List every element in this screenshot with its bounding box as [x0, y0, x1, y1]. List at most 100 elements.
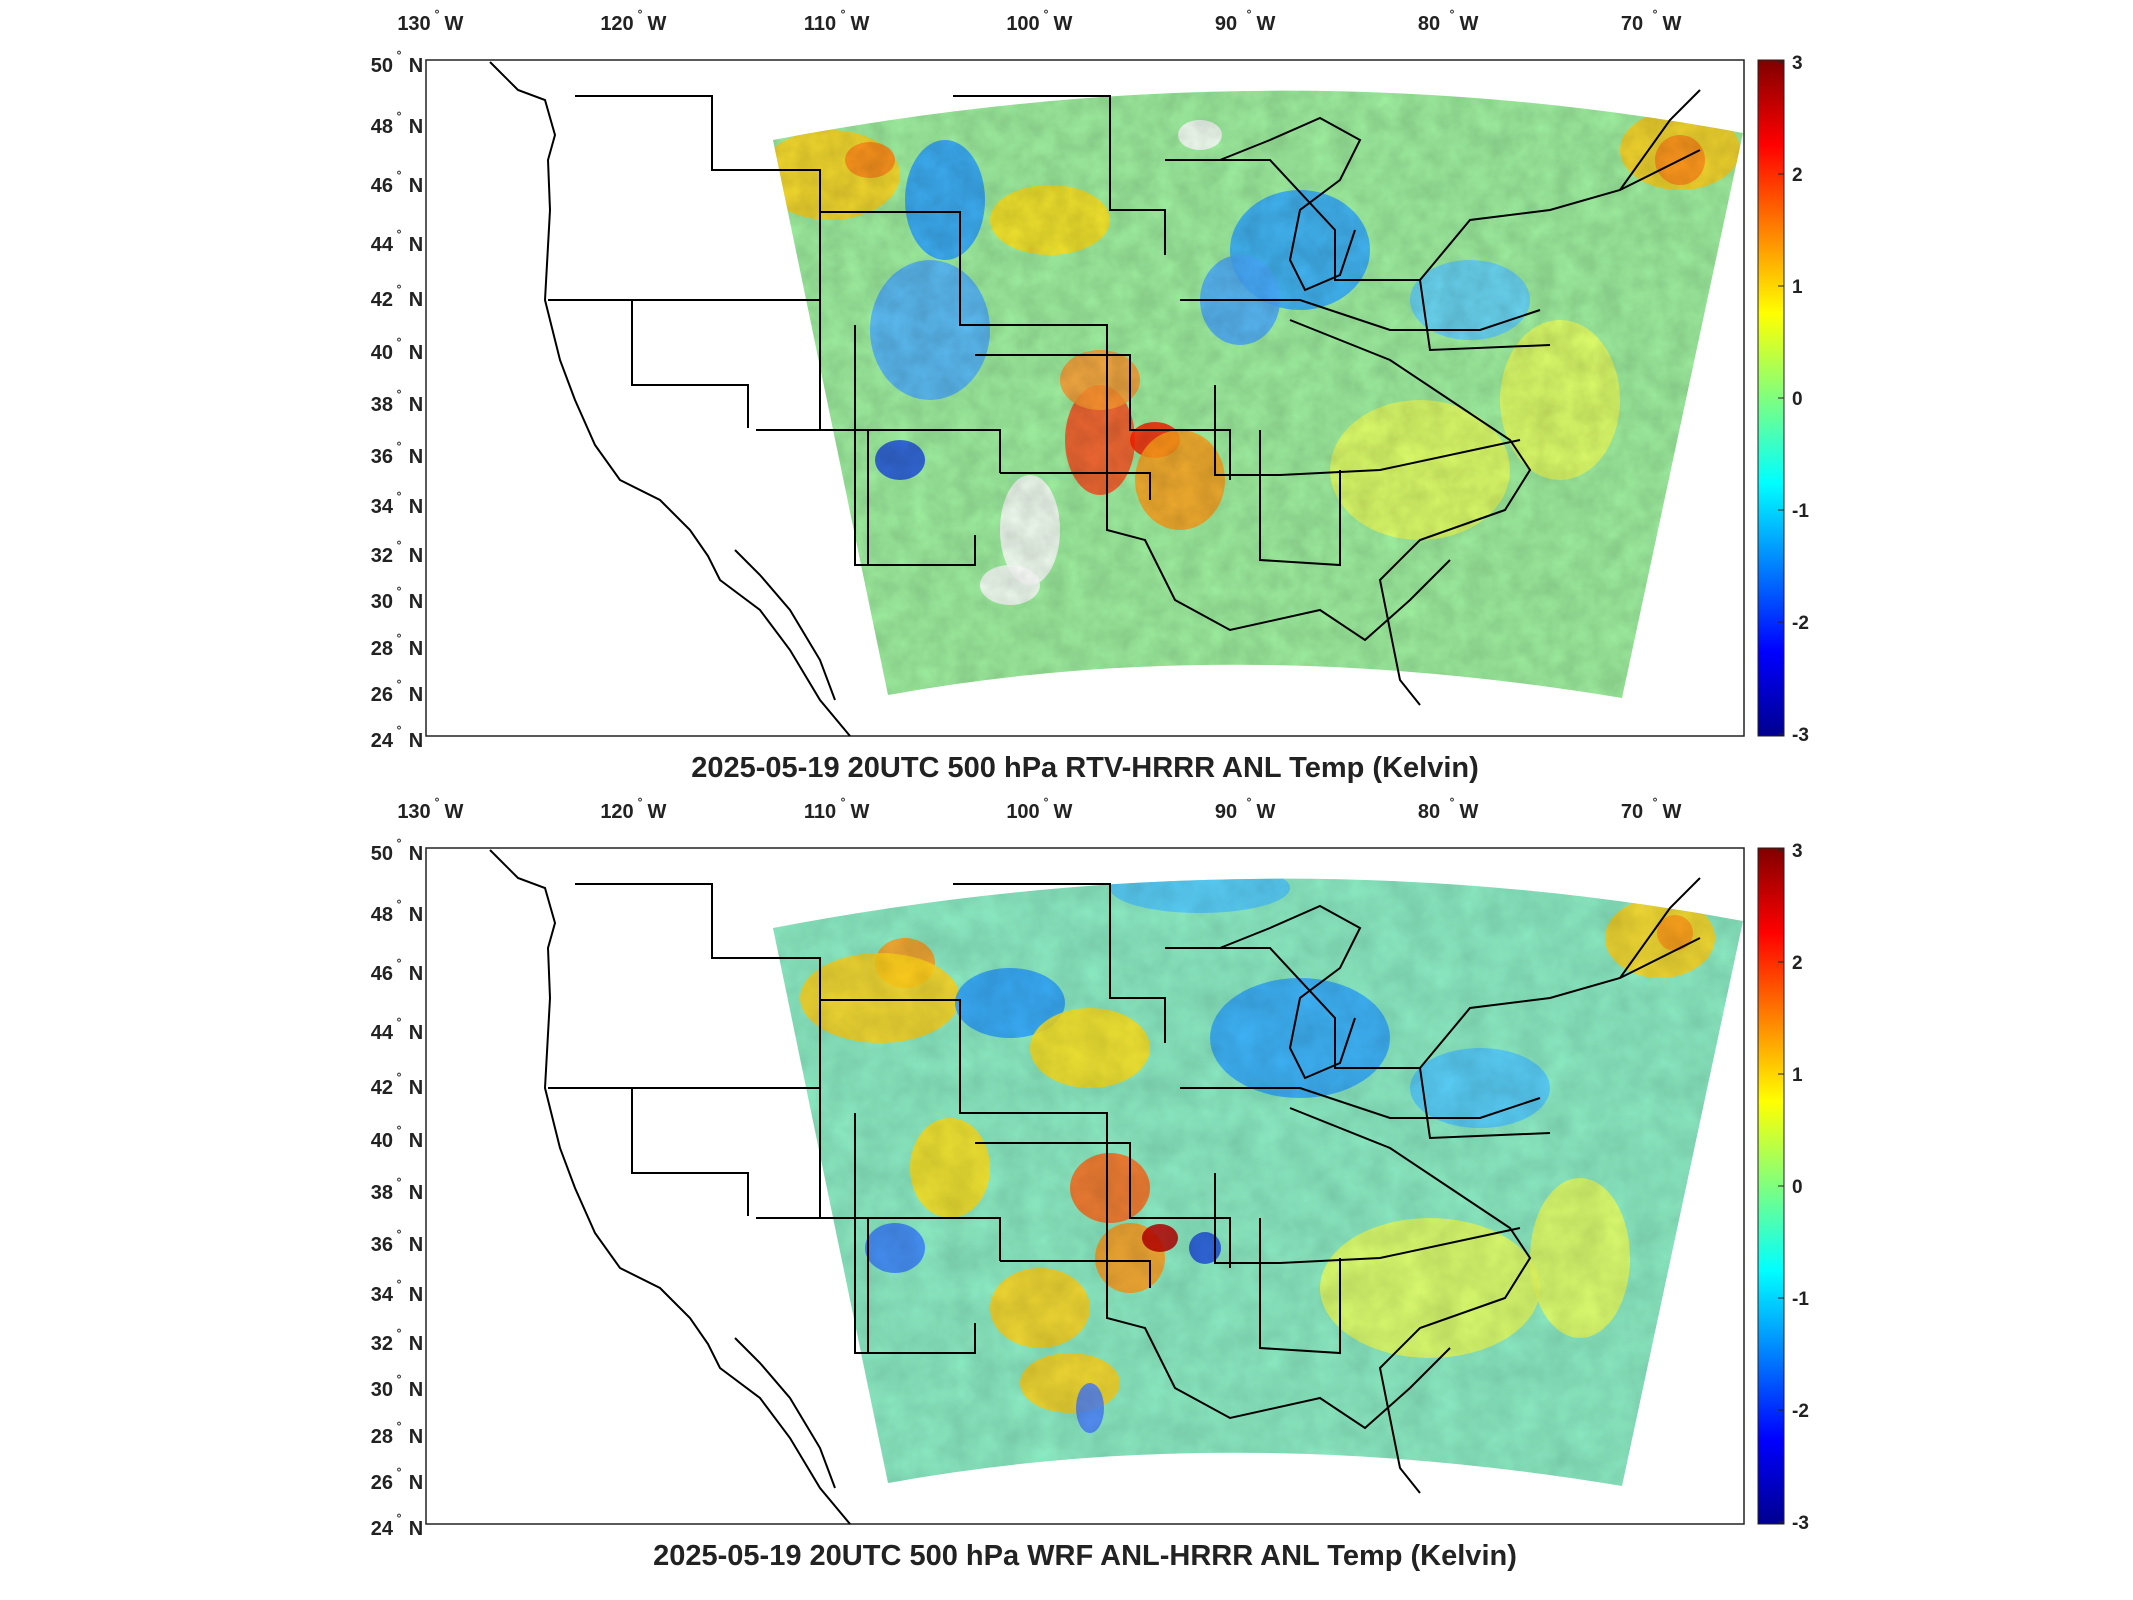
latitude-label: 26: [371, 1472, 393, 1494]
temperature-difference-field: [773, 90, 1743, 699]
degree-symbol: °: [397, 387, 402, 401]
longitude-direction: W: [1257, 13, 1276, 35]
degree-symbol: °: [638, 795, 643, 809]
latitude-label: 46: [371, 963, 393, 985]
latitude-label: 28: [371, 1426, 393, 1448]
degree-symbol: °: [397, 282, 402, 296]
degree-symbol: °: [1247, 795, 1252, 809]
longitude-direction: W: [1257, 801, 1276, 823]
degree-symbol: °: [1450, 7, 1455, 21]
colorbar-tick-label: -1: [1792, 501, 1809, 522]
latitude-label: 50: [371, 843, 393, 865]
degree-symbol: °: [397, 1372, 402, 1386]
latitude-label: 38: [371, 1182, 393, 1204]
degree-symbol: °: [397, 1511, 402, 1525]
latitude-label: 32: [371, 1333, 393, 1355]
latitude-label: 26: [371, 684, 393, 706]
latitude-direction: N: [409, 289, 423, 311]
degree-symbol: °: [397, 1277, 402, 1291]
latitude-direction: N: [409, 496, 423, 518]
colorbar-ticks: 3 2 1 0 -1 -2 -3: [1778, 841, 1809, 1534]
longitude-direction: W: [1663, 801, 1682, 823]
degree-symbol: °: [638, 7, 643, 21]
degree-symbol: °: [397, 956, 402, 970]
longitude-label: 120: [600, 801, 633, 823]
degree-symbol: °: [1044, 795, 1049, 809]
latitude-direction: N: [409, 342, 423, 364]
degree-symbol: °: [397, 723, 402, 737]
latitude-direction: N: [409, 234, 423, 256]
longitude-label: 70: [1621, 13, 1643, 35]
colorbar-tick-label: -1: [1792, 1289, 1809, 1310]
latitude-label: 44: [371, 1022, 394, 1044]
latitude-direction: N: [409, 1284, 423, 1306]
longitude-direction: W: [648, 801, 667, 823]
longitude-label: 90: [1215, 801, 1237, 823]
longitude-labels: 130 ° W 120 ° W 110 ° W 100 ° W 90 ° W 80 ° W 70 ° W: [397, 7, 1681, 35]
latitude-direction: N: [409, 1182, 423, 1204]
colorbar-tick-label: 3: [1792, 53, 1803, 74]
longitude-direction: W: [445, 801, 464, 823]
longitude-label: 80: [1418, 801, 1440, 823]
longitude-direction: W: [1054, 801, 1073, 823]
longitude-label: 110: [804, 801, 836, 823]
map-panel-top: 130 ° W 120 ° W 110 ° W 100 ° W 90 ° W 80 ° W 70 ° W 50 ° N 48 °…: [371, 7, 1810, 784]
latitude-label: 30: [371, 1379, 393, 1401]
degree-symbol: °: [397, 1227, 402, 1241]
latitude-direction: N: [409, 1426, 423, 1448]
degree-symbol: °: [397, 335, 402, 349]
boundary-lines: [489, 61, 1701, 737]
degree-symbol: °: [435, 7, 440, 21]
latitude-label: 38: [371, 394, 393, 416]
map-figure: 130 ° W 120 ° W 110 ° W 100 ° W 90 ° W 80 ° W 70 ° W 50 ° N48 °…: [371, 795, 1810, 1572]
longitude-label: 130: [397, 13, 430, 35]
longitude-label: 70: [1621, 801, 1643, 823]
degree-symbol: °: [397, 677, 402, 691]
longitude-direction: W: [851, 13, 870, 35]
map-panel-bottom: 130 ° W 120 ° W 110 ° W 100 ° W 90 ° W 80 ° W 70 ° W 50 ° N 48 °…: [0, 788, 2133, 1588]
latitude-label: 50: [371, 55, 393, 77]
latitude-label: 28: [371, 638, 393, 660]
latitude-direction: N: [409, 1130, 423, 1152]
degree-symbol: °: [397, 109, 402, 123]
degree-symbol: °: [397, 48, 402, 62]
latitude-direction: N: [409, 1472, 423, 1494]
latitude-label: 48: [371, 904, 393, 926]
degree-symbol: °: [1044, 7, 1049, 21]
longitude-label: 110: [804, 13, 836, 35]
degree-symbol: °: [397, 1123, 402, 1137]
colorbar-tick-label: 1: [1792, 277, 1803, 298]
latitude-direction: N: [409, 175, 423, 197]
latitude-direction: N: [409, 1518, 423, 1540]
colorbar-tick-label: 1: [1792, 1065, 1803, 1086]
latitude-label: 46: [371, 175, 393, 197]
latitude-direction: N: [409, 1077, 423, 1099]
longitude-direction: W: [648, 13, 667, 35]
degree-symbol: °: [397, 538, 402, 552]
latitude-label: 44: [371, 234, 394, 256]
map-figure: 130 ° W 120 ° W 110 ° W 100 ° W 90 ° W 80 ° W 70 ° W 50 ° N48 °…: [371, 7, 1810, 784]
colorbar-tick-label: 2: [1792, 165, 1803, 186]
degree-symbol: °: [841, 795, 846, 809]
map-title: 2025-05-19 20UTC 500 hPa RTV-HRRR ANL Te…: [691, 752, 1479, 784]
colorbar-tick-label: 3: [1792, 841, 1803, 862]
latitude-direction: N: [409, 843, 423, 865]
colorbar-tick-label: -2: [1792, 1401, 1809, 1422]
longitude-direction: W: [1054, 13, 1073, 35]
degree-symbol: °: [397, 1326, 402, 1340]
degree-symbol: °: [397, 489, 402, 503]
degree-symbol: °: [1653, 7, 1658, 21]
latitude-direction: N: [409, 1022, 423, 1044]
longitude-label: 130: [397, 801, 430, 823]
longitude-direction: W: [851, 801, 870, 823]
boundary-lines: [489, 849, 1701, 1525]
colorbar-tick-label: 2: [1792, 953, 1803, 974]
longitude-direction: W: [1460, 801, 1479, 823]
degree-symbol: °: [397, 584, 402, 598]
longitude-label: 90: [1215, 13, 1237, 35]
colorbar-tick-label: -3: [1792, 725, 1809, 746]
degree-symbol: °: [397, 1015, 402, 1029]
latitude-direction: N: [409, 730, 423, 752]
degree-symbol: °: [397, 1175, 402, 1189]
longitude-label: 80: [1418, 13, 1440, 35]
